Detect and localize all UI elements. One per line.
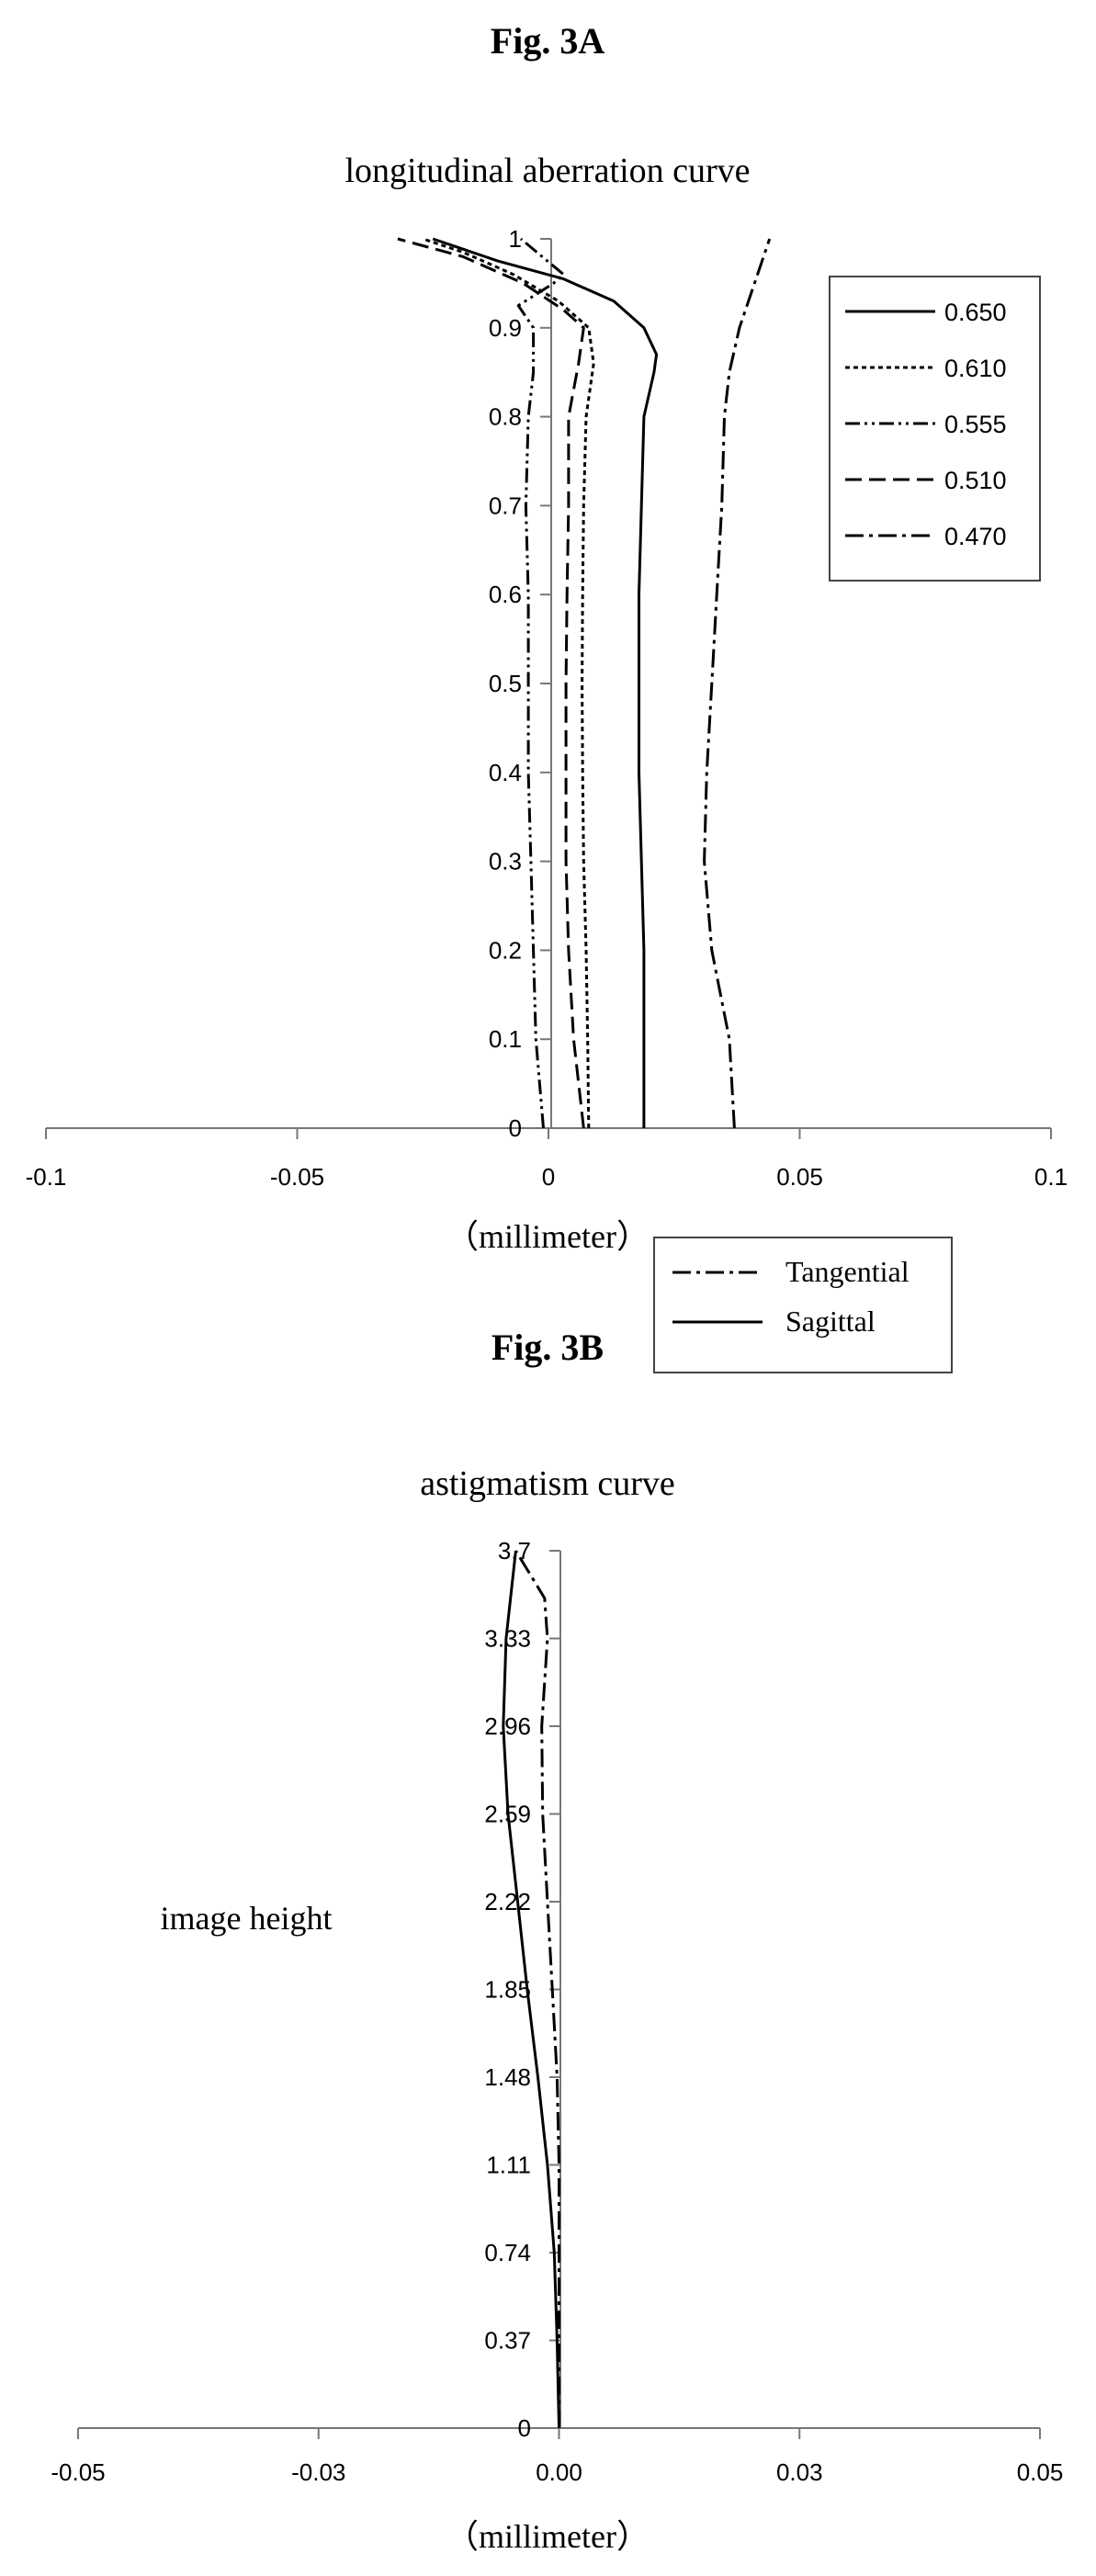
x-tick-label: 0.00 bbox=[536, 2458, 582, 2486]
x-tick-label: 0 bbox=[542, 1163, 555, 1191]
legend-label-1: Tangential bbox=[785, 1255, 910, 1288]
y-tick-label: 0.9 bbox=[489, 314, 522, 342]
series-line-4 bbox=[397, 237, 585, 1129]
x-tick-label: -0.05 bbox=[51, 2458, 105, 2486]
legend-label-2: 0.610 bbox=[944, 355, 1007, 382]
series-line-2 bbox=[502, 1550, 560, 2429]
y-tick-label: 0.7 bbox=[489, 491, 522, 519]
y-tick-label: 0.2 bbox=[489, 936, 522, 964]
legend-label-2: Sagittal bbox=[785, 1305, 876, 1338]
x-tick-label: 0.05 bbox=[1017, 2458, 1064, 2486]
y-tick-label: 0.1 bbox=[489, 1025, 522, 1053]
legend-box bbox=[653, 1237, 953, 1373]
y-tick-label: 1.85 bbox=[484, 1976, 531, 2004]
chart-title: astigmatism curve bbox=[420, 1464, 675, 1503]
legend: Tangential Sagittal bbox=[653, 1237, 953, 1373]
x-tick-label: -0.05 bbox=[270, 1163, 324, 1191]
y-axis-label: image height bbox=[161, 1900, 333, 1937]
figure-label: Fig. 3B bbox=[492, 1327, 604, 1368]
figure-label: Fig. 3A bbox=[491, 20, 605, 62]
x-axis-label: （millimeter） bbox=[446, 1218, 650, 1255]
legend-label-1: 0.650 bbox=[944, 299, 1007, 326]
y-tick-label: 0.3 bbox=[489, 848, 522, 876]
y-tick-label: 0 bbox=[509, 1114, 522, 1142]
y-tick-label: 2.96 bbox=[484, 1712, 531, 1740]
legend-label-3: 0.555 bbox=[944, 411, 1007, 438]
legend-box bbox=[829, 276, 1041, 582]
series-line-1 bbox=[514, 1550, 560, 2428]
y-tick-label: 0.74 bbox=[484, 2239, 531, 2266]
x-tick-label: -0.1 bbox=[26, 1163, 67, 1191]
chart-title: longitudinal aberration curve bbox=[345, 152, 750, 190]
chart-longitudinal-aberration: Fig. 3A longitudinal aberration curve -0.1… bbox=[26, 20, 1068, 1255]
y-tick-label: 0.37 bbox=[484, 2327, 531, 2355]
x-axis-label: （millimeter） bbox=[446, 2518, 650, 2555]
y-tick-label: 0.4 bbox=[489, 759, 522, 786]
series-line-2 bbox=[422, 237, 595, 1129]
x-tick-label: 0.1 bbox=[1034, 1163, 1068, 1191]
series-line-1 bbox=[432, 237, 659, 1128]
series-line-5 bbox=[703, 238, 772, 1129]
x-tick-label: -0.03 bbox=[291, 2458, 345, 2486]
y-tick-label: 1.48 bbox=[484, 2063, 531, 2091]
legend-label-4: 0.510 bbox=[944, 467, 1007, 494]
y-tick-label: 1 bbox=[509, 225, 522, 253]
x-tick-label: 0.05 bbox=[776, 1163, 823, 1191]
y-tick-label: 0.8 bbox=[489, 403, 522, 431]
y-tick-label: 0 bbox=[518, 2414, 531, 2442]
legend-label-5: 0.470 bbox=[944, 523, 1007, 550]
y-tick-label: 2.22 bbox=[484, 1888, 531, 1915]
series-line-3 bbox=[516, 237, 565, 1129]
y-tick-label: 1.11 bbox=[486, 2152, 531, 2179]
y-tick-label: 0.5 bbox=[489, 670, 522, 697]
y-tick-label: 0.6 bbox=[489, 581, 522, 608]
chart-astigmatism: Fig. 3B astigmatism curve -0.05 -0.03 0.00 0.… bbox=[51, 1237, 1063, 2555]
x-tick-label: 0.03 bbox=[776, 2458, 823, 2486]
legend: 0.650 0.610 0.555 0.510 0.470 bbox=[829, 276, 1041, 582]
